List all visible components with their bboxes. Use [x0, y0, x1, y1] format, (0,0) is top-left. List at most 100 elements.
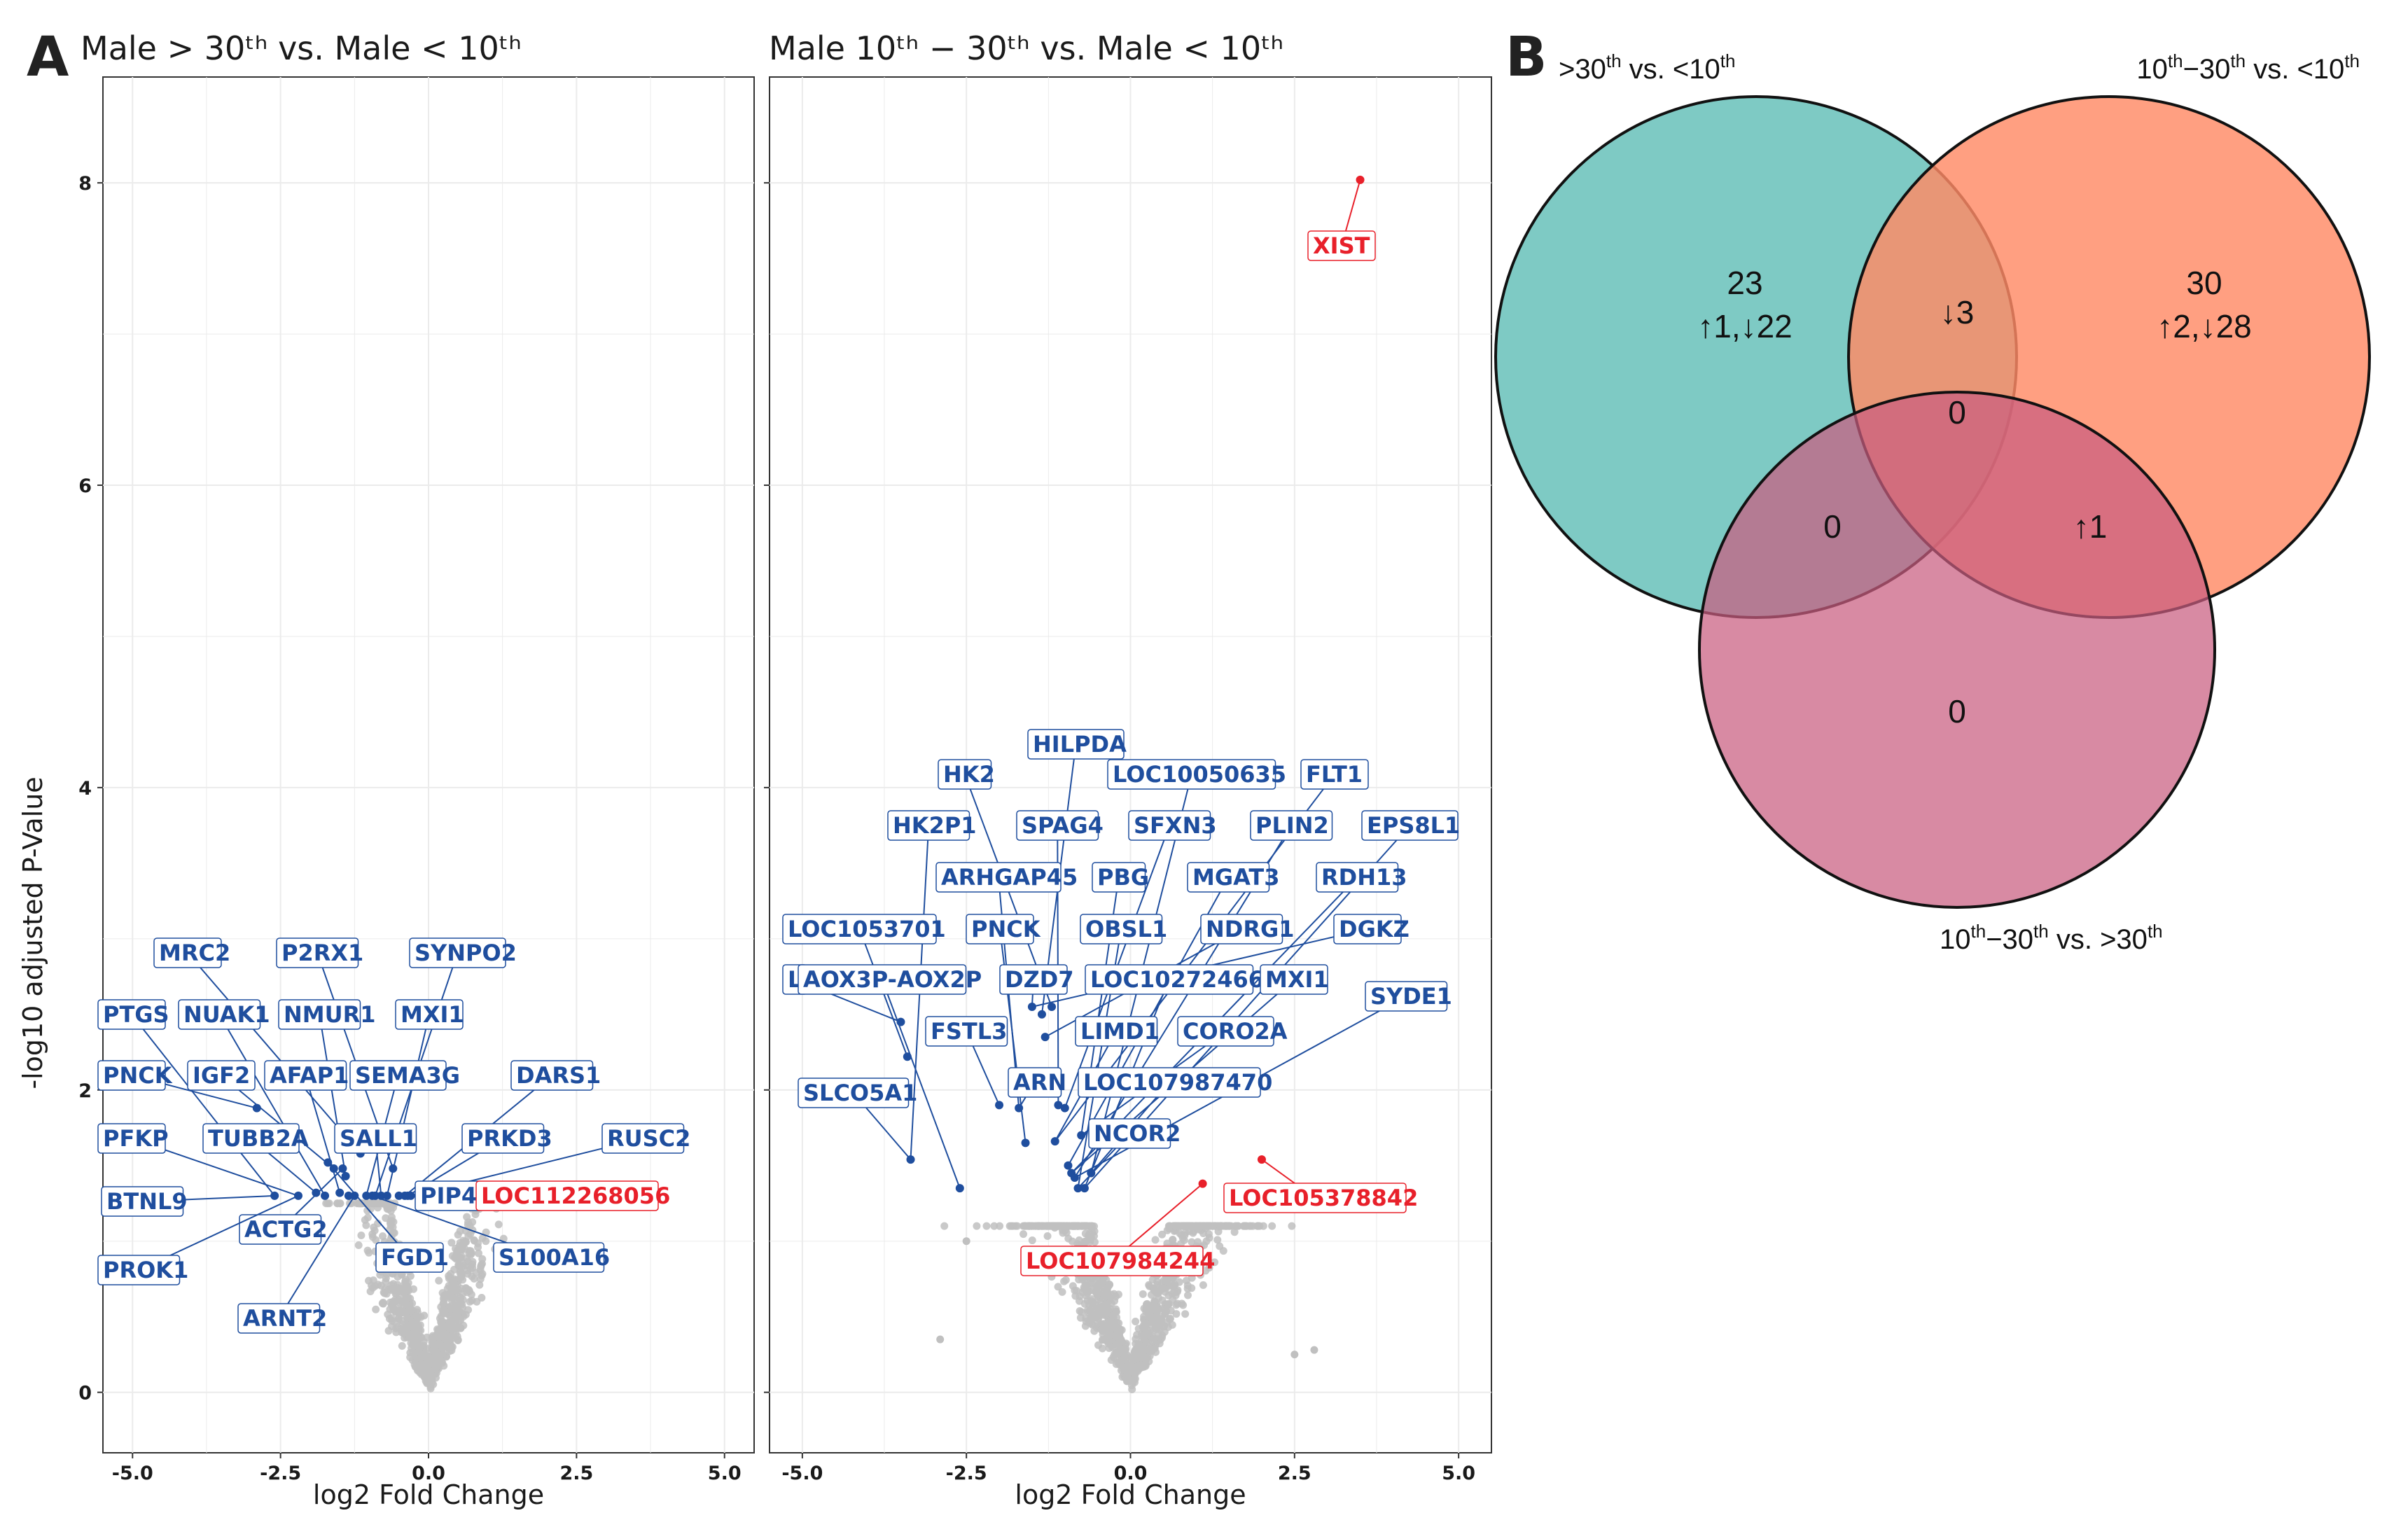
nonsignificant-point — [1183, 1291, 1192, 1299]
nonsignificant-point — [410, 1318, 419, 1327]
nonsignificant-point — [451, 1320, 459, 1328]
nonsignificant-point — [1115, 1348, 1124, 1356]
nonsignificant-point — [1101, 1311, 1110, 1319]
significant-point — [344, 1191, 353, 1200]
nonsignificant-point — [1077, 1222, 1085, 1230]
gene-label-box — [887, 810, 970, 841]
nonsignificant-point — [1130, 1370, 1139, 1379]
nonsignificant-point — [454, 1309, 462, 1317]
gene-label-box — [239, 1214, 322, 1245]
nonsignificant-point — [1081, 1279, 1090, 1288]
gene-label-box — [999, 964, 1068, 995]
gene-label-box — [1223, 1183, 1407, 1213]
nonsignificant-point — [461, 1239, 469, 1247]
gene-label: DZD7 — [1005, 966, 1074, 993]
gene-label: TUBB2A — [208, 1125, 309, 1152]
gene-label-box — [938, 759, 992, 790]
nonsignificant-point — [1097, 1325, 1106, 1334]
nonsignificant-point — [478, 1255, 487, 1263]
nonsignificant-point — [417, 1353, 425, 1362]
nonsignificant-point — [361, 1216, 369, 1225]
label-connector — [221, 1075, 335, 1169]
nonsignificant-point — [1142, 1304, 1150, 1313]
venn-set-title: 10th−30th vs. <10th — [2136, 50, 2360, 85]
superscript: th — [2230, 50, 2246, 71]
nonsignificant-point — [450, 1325, 459, 1334]
gene-label-box — [1075, 1016, 1158, 1047]
nonsignificant-point — [1248, 1222, 1257, 1230]
nonsignificant-point — [1165, 1222, 1174, 1230]
nonsignificant-point — [336, 1199, 345, 1208]
gene-label-box — [1078, 1067, 1261, 1098]
nonsignificant-point — [1182, 1276, 1190, 1285]
gene-label-box — [409, 937, 506, 968]
gene-label-box — [966, 914, 1034, 944]
gene-label-box — [264, 1060, 347, 1091]
nonsignificant-point — [431, 1365, 440, 1373]
gene-label-box — [510, 1060, 594, 1091]
nonsignificant-point — [1288, 1222, 1296, 1230]
nonsignificant-point — [1199, 1281, 1207, 1289]
gene-label-box — [1333, 914, 1402, 944]
gene-label: MXI1 — [1265, 966, 1329, 993]
nonsignificant-point — [374, 1281, 382, 1289]
nonsignificant-point — [386, 1305, 394, 1313]
gene-label-box — [925, 1016, 1008, 1047]
gene-label: PIP4 — [420, 1183, 477, 1209]
gene-label-box — [1250, 810, 1333, 841]
nonsignificant-point — [1068, 1237, 1076, 1246]
gene-label: IGF2 — [193, 1062, 250, 1089]
x-tick-label: -5.0 — [112, 1463, 153, 1484]
title-part: vs. >30 — [2049, 924, 2148, 955]
panel-label-b: B — [1505, 26, 1547, 89]
nonsignificant-point — [357, 1231, 366, 1239]
nonsignificant-point — [1213, 1236, 1222, 1244]
nonsignificant-point — [463, 1213, 471, 1221]
nonsignificant-point — [409, 1285, 417, 1293]
gene-label-box — [349, 1060, 447, 1091]
nonsignificant-point — [450, 1275, 459, 1283]
title-part: 10 — [2136, 54, 2168, 85]
gene-label: FSTL3 — [931, 1018, 1007, 1045]
nonsignificant-point — [392, 1328, 401, 1337]
nonsignificant-point — [407, 1339, 415, 1347]
nonsignificant-point — [1090, 1327, 1099, 1335]
gene-label-box — [97, 1123, 166, 1154]
nonsignificant-point — [936, 1335, 945, 1344]
gene-label: LOC112268056 — [481, 1183, 670, 1209]
nonsignificant-point — [322, 1199, 330, 1208]
gene-label-box — [97, 1255, 181, 1285]
nonsignificant-point — [1134, 1340, 1143, 1348]
nonsignificant-point — [477, 1262, 485, 1271]
nonsignificant-point — [1109, 1311, 1118, 1320]
nonsignificant-point — [363, 1206, 372, 1215]
nonsignificant-point — [1118, 1356, 1126, 1365]
nonsignificant-point — [468, 1272, 476, 1281]
nonsignificant-point — [1076, 1307, 1084, 1316]
nonsignificant-point — [389, 1229, 398, 1237]
nonsignificant-point — [466, 1247, 474, 1255]
nonsignificant-point — [440, 1306, 449, 1315]
gene-label: LOC107984244 — [1026, 1248, 1215, 1274]
nonsignificant-point — [1092, 1275, 1100, 1283]
nonsignificant-point — [1122, 1374, 1130, 1383]
nonsignificant-point — [401, 1297, 410, 1306]
gene-label: ACTG2 — [244, 1216, 328, 1243]
nonsignificant-point — [1105, 1280, 1113, 1288]
nonsignificant-point — [1098, 1336, 1106, 1344]
nonsignificant-point — [1165, 1315, 1174, 1323]
nonsignificant-point — [394, 1273, 402, 1281]
nonsignificant-point — [378, 1299, 387, 1308]
nonsignificant-point — [1164, 1323, 1172, 1332]
nonsignificant-point — [384, 1285, 393, 1293]
plot-title: Male > 30ᵗʰ vs. Male < 10ᵗʰ — [81, 29, 522, 67]
nonsignificant-point — [429, 1380, 438, 1388]
y-tick-label: 2 — [78, 1080, 92, 1102]
nonsignificant-point — [1034, 1222, 1043, 1230]
label-connector — [881, 979, 961, 1189]
nonsignificant-point — [384, 1327, 393, 1335]
x-tick-label: 5.0 — [1442, 1463, 1475, 1484]
nonsignificant-point — [940, 1222, 949, 1230]
nonsignificant-point — [1145, 1281, 1153, 1289]
